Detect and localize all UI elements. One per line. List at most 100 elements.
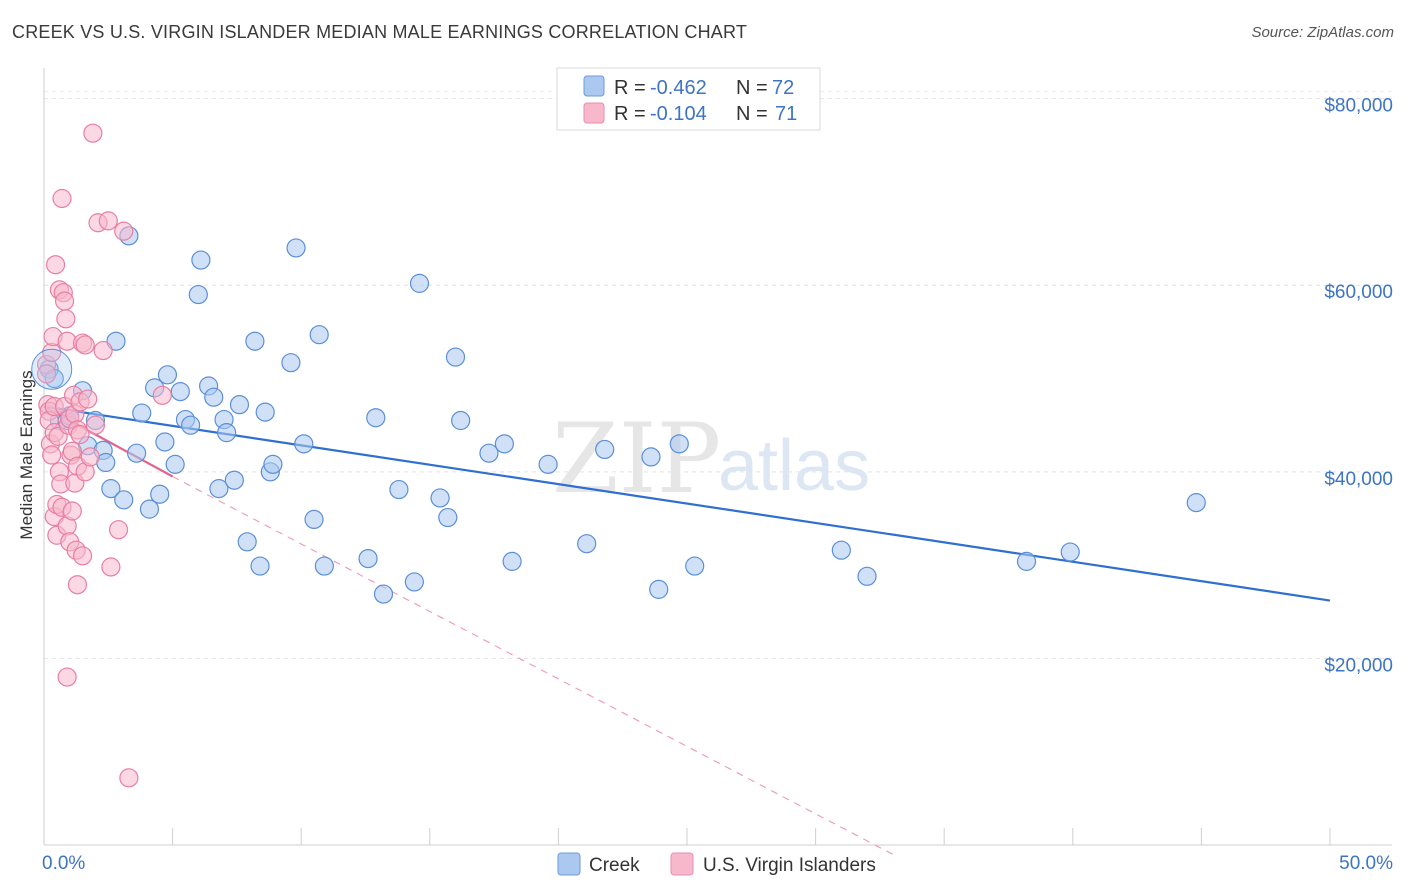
point-creek xyxy=(577,534,597,554)
chart-title: CREEK VS U.S. VIRGIN ISLANDER MEDIAN MAL… xyxy=(12,22,748,42)
y-tick-label: $60,000 xyxy=(1324,282,1393,303)
point-creek xyxy=(286,238,306,258)
point-creek xyxy=(649,579,669,599)
legend-r-label: R = xyxy=(614,103,646,125)
point-creek xyxy=(451,410,471,431)
y-tick-label: $20,000 xyxy=(1324,655,1393,676)
point-creek xyxy=(191,250,211,270)
point-creek xyxy=(101,479,121,499)
y-tick-label: $40,000 xyxy=(1324,469,1393,490)
point-virgin-islanders xyxy=(85,415,106,435)
point-creek xyxy=(132,403,152,423)
legend-r-value-virgin-islanders: -0.104 xyxy=(650,103,707,125)
point-creek xyxy=(438,507,458,528)
point-creek xyxy=(502,551,522,571)
point-creek xyxy=(155,432,175,452)
point-virgin-islanders xyxy=(36,364,57,384)
bottom-legend-swatch-creek xyxy=(557,852,581,876)
point-creek xyxy=(204,387,224,407)
correlation-legend: R = -0.462 N = 72 R = -0.104 N = 71 xyxy=(556,67,821,131)
legend-r-label: R = xyxy=(614,77,646,99)
point-creek xyxy=(479,443,499,463)
legend-n-value-creek: 72 xyxy=(772,77,794,99)
bottom-legend-virgin-islanders: U.S. Virgin Islanders xyxy=(703,855,876,876)
point-creek xyxy=(126,443,147,463)
point-virgin-islanders xyxy=(52,188,72,209)
point-creek xyxy=(150,484,170,504)
data-points xyxy=(31,123,1206,788)
y-axis-label: Median Male Earnings xyxy=(17,370,36,539)
legend-n-label: N = xyxy=(736,103,768,125)
point-virgin-islanders xyxy=(56,309,76,329)
point-creek xyxy=(409,273,430,293)
point-creek xyxy=(188,284,208,305)
legend-swatch-creek xyxy=(583,75,605,97)
legend-n-label: N = xyxy=(736,77,768,99)
point-creek xyxy=(857,566,877,586)
point-creek xyxy=(170,381,190,402)
legend-r-value-creek: -0.462 xyxy=(650,77,707,99)
point-virgin-islanders xyxy=(152,385,172,405)
x-tick-label: 50.0% xyxy=(1339,853,1393,874)
point-virgin-islanders xyxy=(70,424,90,445)
point-creek xyxy=(1016,551,1037,571)
point-virgin-islanders xyxy=(75,335,95,355)
legend-swatch-virgin-islanders xyxy=(583,102,605,124)
point-creek xyxy=(358,548,378,569)
point-virgin-islanders xyxy=(119,768,139,788)
point-creek xyxy=(217,423,237,443)
point-creek xyxy=(245,331,265,351)
point-virgin-islanders xyxy=(72,546,93,566)
point-virgin-islanders xyxy=(83,123,103,143)
point-creek xyxy=(114,490,134,510)
series-legend: Creek U.S. Virgin Islanders xyxy=(557,852,876,876)
point-virgin-islanders xyxy=(80,447,100,467)
point-creek xyxy=(237,532,257,552)
point-creek xyxy=(106,331,126,351)
point-creek xyxy=(538,454,558,474)
point-creek xyxy=(263,454,283,474)
point-creek xyxy=(373,584,394,604)
point-creek xyxy=(209,479,229,499)
point-creek xyxy=(494,434,514,454)
point-creek xyxy=(641,447,661,467)
point-creek xyxy=(669,434,689,454)
point-creek xyxy=(31,348,73,390)
trend-line xyxy=(43,405,1331,602)
point-creek xyxy=(595,439,615,460)
point-virgin-islanders xyxy=(45,255,66,275)
point-creek xyxy=(430,488,450,508)
point-creek xyxy=(314,556,334,576)
y-tick-label: $80,000 xyxy=(1324,96,1393,117)
point-creek xyxy=(157,365,178,385)
point-creek xyxy=(255,402,275,422)
point-virgin-islanders xyxy=(108,520,129,540)
point-creek xyxy=(229,395,250,415)
point-virgin-islanders xyxy=(93,340,113,361)
legend-n-value-virgin-islanders: 71 xyxy=(775,103,797,125)
y-tick-labels: $20,000 $40,000 $60,000 $80,000 xyxy=(1324,96,1393,677)
point-creek xyxy=(224,470,244,490)
point-virgin-islanders xyxy=(42,445,62,465)
watermark-atlas: atlas xyxy=(718,426,870,506)
point-creek xyxy=(831,540,851,560)
point-creek xyxy=(181,415,201,435)
point-virgin-islanders xyxy=(78,389,98,409)
point-virgin-islanders xyxy=(114,221,134,241)
bottom-legend-creek: Creek xyxy=(589,855,640,876)
point-virgin-islanders xyxy=(57,667,77,687)
trend-line-extended xyxy=(172,475,894,855)
point-virgin-islanders xyxy=(54,291,75,311)
point-creek xyxy=(685,556,705,576)
point-creek xyxy=(1060,542,1080,562)
watermark-zip: ZIP xyxy=(552,403,721,515)
point-creek xyxy=(366,408,386,428)
point-creek xyxy=(281,353,301,373)
point-creek xyxy=(389,479,409,500)
point-creek xyxy=(309,325,329,345)
point-creek xyxy=(139,499,160,519)
chart-source: Source: ZipAtlas.com xyxy=(1251,24,1394,41)
point-creek xyxy=(445,347,466,367)
point-virgin-islanders xyxy=(62,501,82,521)
point-creek xyxy=(250,556,270,576)
